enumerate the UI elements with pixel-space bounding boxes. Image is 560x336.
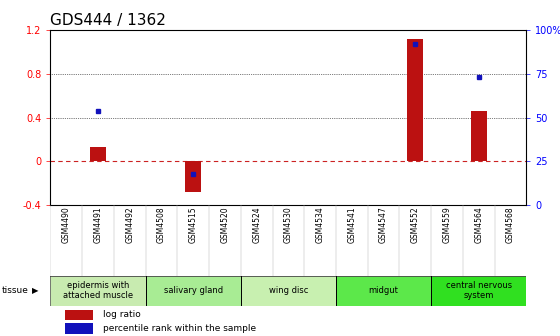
Text: GSM4541: GSM4541 [347,206,356,243]
Text: GSM4491: GSM4491 [94,206,102,243]
Text: log ratio: log ratio [102,310,141,319]
Bar [336,276,431,306]
Text: GSM4530: GSM4530 [284,206,293,243]
Text: GSM4564: GSM4564 [474,206,483,243]
Bar [64,310,93,320]
Text: GSM4552: GSM4552 [411,206,420,243]
Text: wing disc: wing disc [269,286,308,295]
Bar [241,276,336,306]
Text: percentile rank within the sample: percentile rank within the sample [102,324,256,333]
Text: GSM4534: GSM4534 [316,206,325,243]
Text: salivary gland: salivary gland [164,286,223,295]
Bar [407,39,423,161]
Text: GSM4524: GSM4524 [252,206,261,243]
Text: GSM4490: GSM4490 [62,206,71,243]
Bar [146,276,241,306]
Text: epidermis with
attached muscle: epidermis with attached muscle [63,281,133,300]
Bar [90,147,106,161]
Text: GDS444 / 1362: GDS444 / 1362 [50,13,166,28]
Text: GSM4559: GSM4559 [442,206,451,243]
Text: GSM4568: GSM4568 [506,206,515,243]
Bar [431,276,526,306]
Text: midgut: midgut [368,286,399,295]
Text: tissue: tissue [2,286,29,295]
Bar [50,276,146,306]
Text: GSM4492: GSM4492 [125,206,134,243]
Text: GSM4547: GSM4547 [379,206,388,243]
Text: GSM4515: GSM4515 [189,206,198,243]
Text: GSM4520: GSM4520 [221,206,230,243]
Text: ▶: ▶ [32,286,39,295]
Bar [64,323,93,334]
Bar [185,161,201,192]
Text: GSM4508: GSM4508 [157,206,166,243]
Bar [471,111,487,161]
Text: central nervous
system: central nervous system [446,281,512,300]
